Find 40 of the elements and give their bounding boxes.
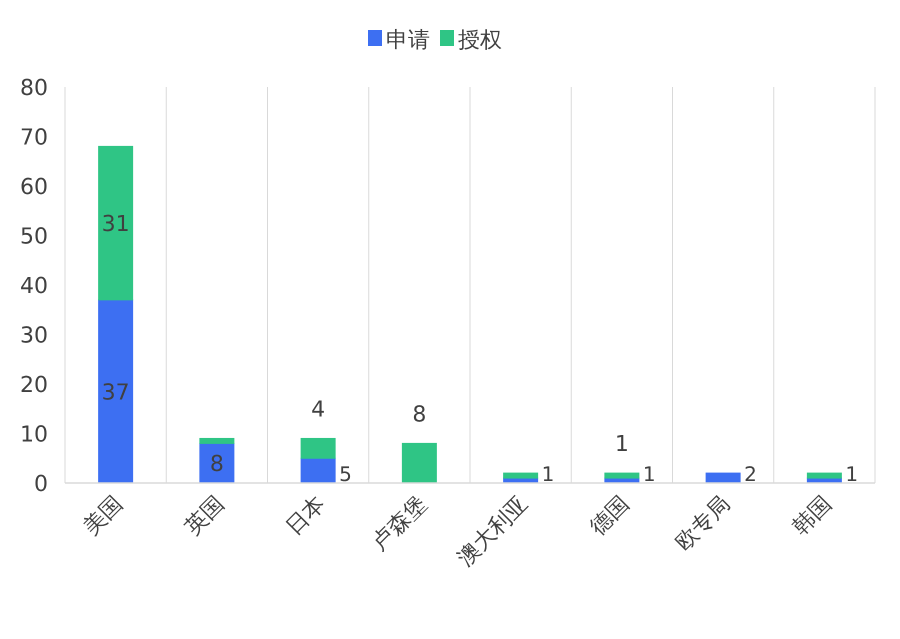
x-tick-label: 美国 (79, 492, 128, 540)
x-tick-label: 澳大利亚 (452, 492, 533, 572)
y-tick-label: 30 (20, 324, 48, 348)
bar (98, 146, 134, 300)
data-label: 1 (845, 462, 858, 486)
x-tick-label: 德国 (585, 492, 634, 540)
y-tick-label: 0 (34, 472, 48, 497)
data-label: 8 (210, 452, 224, 478)
data-label: 1 (614, 432, 629, 458)
x-tick-label: 卢森堡 (367, 492, 432, 556)
x-tick-label: 英国 (180, 492, 230, 540)
bar (402, 442, 437, 484)
data-label: 31 (102, 212, 130, 238)
bar (806, 472, 842, 479)
bar (300, 458, 336, 484)
y-tick-label: 40 (20, 274, 48, 299)
legend-label: 授权 (458, 28, 502, 53)
data-label: 1 (642, 462, 656, 486)
y-tick-label: 80 (20, 76, 48, 101)
x-tick-label: 日本 (282, 492, 330, 540)
x-tick-label: 韩国 (788, 492, 837, 540)
data-label: 1 (542, 462, 554, 486)
y-tick-label: 10 (20, 422, 48, 448)
data-label: 4 (311, 397, 326, 422)
bar (199, 438, 234, 444)
y-tick-label: 60 (20, 175, 48, 200)
bar (604, 472, 640, 479)
data-label: 5 (339, 462, 352, 486)
x-tick-label: 欧专局 (671, 492, 736, 556)
data-label: 8 (412, 402, 426, 428)
data-label: 37 (102, 380, 130, 406)
legend-label: 申请 (386, 28, 430, 53)
bar (98, 299, 134, 484)
y-tick-label: 50 (20, 224, 48, 250)
data-label: 2 (744, 462, 757, 486)
y-tick-label: 20 (20, 373, 48, 398)
y-tick-label: 70 (20, 126, 48, 150)
bar (706, 472, 741, 484)
bar (300, 438, 336, 459)
bar (503, 472, 538, 479)
